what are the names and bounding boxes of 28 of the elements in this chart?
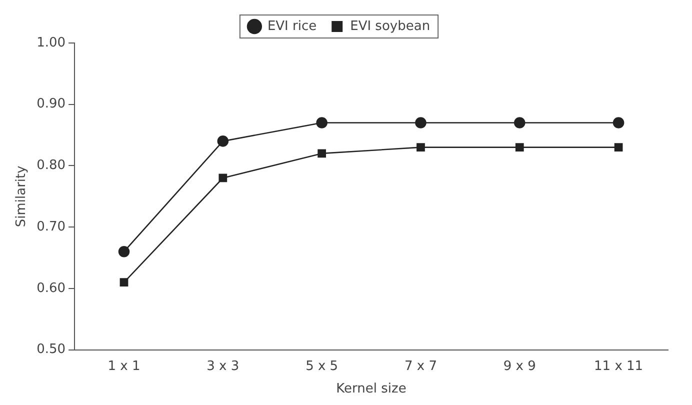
legend-label: EVI soybean: [350, 18, 430, 34]
point: [515, 143, 524, 152]
x-tick-label: 11 x 11: [594, 358, 644, 374]
y-tick-label: 0.70: [36, 219, 66, 234]
y-tick-label: 0.90: [36, 96, 66, 112]
point: [614, 143, 623, 152]
x-axis-title: Kernel size: [336, 382, 406, 397]
y-tick-label: 0.60: [36, 280, 66, 296]
point: [612, 117, 624, 128]
y-tick-label: 0.80: [36, 158, 66, 174]
y-tick-label: 0.50: [36, 342, 66, 358]
point: [416, 143, 425, 152]
point: [514, 117, 526, 128]
x-tick-label: 5 x 5: [306, 358, 338, 374]
x-tick-label: 7 x 7: [404, 358, 437, 374]
x-tick-label: 1 x 1: [108, 358, 140, 374]
point: [218, 174, 228, 182]
x-tick-label: 9 x 9: [503, 358, 536, 374]
y-tick-label: 1.00: [36, 35, 66, 50]
y-axis-title: Similarity: [14, 165, 30, 228]
point: [120, 278, 128, 286]
point: [118, 246, 130, 258]
point: [316, 117, 328, 128]
legend-label: EVI rice: [267, 18, 317, 34]
point: [318, 149, 326, 158]
point: [217, 136, 229, 147]
point: [415, 117, 426, 128]
x-tick-label: 3 x 3: [206, 358, 240, 374]
